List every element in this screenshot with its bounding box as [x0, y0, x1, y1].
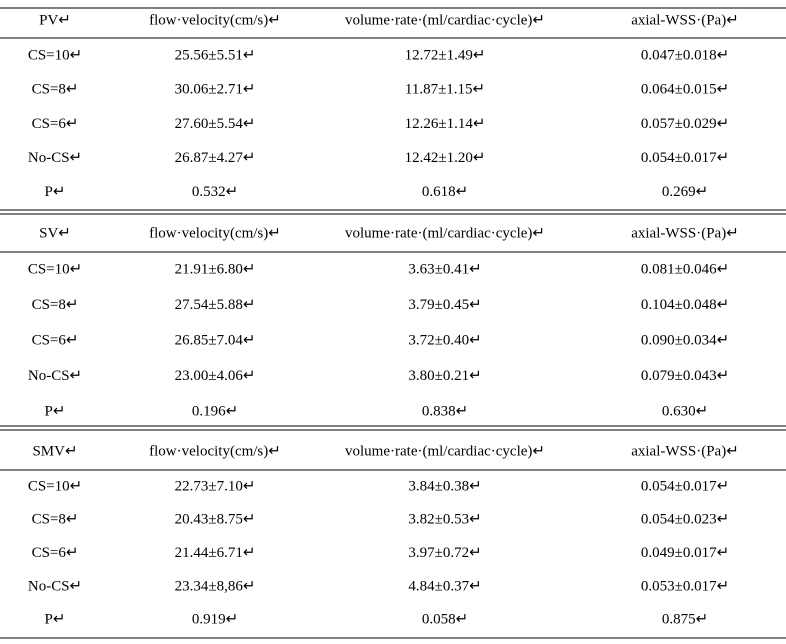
cell: P↵ — [45, 612, 66, 628]
cell: 0.104±0.048↵ — [641, 297, 729, 313]
cell: 4.84±0.37↵ — [408, 578, 481, 594]
cell: CS=8↵ — [32, 512, 79, 528]
cell: 21.91±6.80↵ — [175, 261, 256, 277]
cell: 0.054±0.017↵ — [641, 478, 729, 494]
cell: 3.63±0.41↵ — [408, 261, 481, 277]
cell: 22.73±7.10↵ — [175, 478, 256, 494]
cell: 27.60±5.54↵ — [175, 116, 256, 132]
cell: CS=10↵ — [28, 478, 82, 494]
cell: 3.97±0.72↵ — [408, 545, 481, 561]
cell: 26.85±7.04↵ — [175, 332, 256, 348]
cell: CS=8↵ — [32, 82, 79, 98]
cell: 3.84±0.38↵ — [408, 478, 481, 494]
cell: No-CS↵ — [28, 578, 82, 594]
cell: No-CS↵ — [28, 368, 82, 384]
header-cell: volume·rate·(ml/cardiac·cycle)↵ — [345, 225, 545, 241]
cell: 26.87±4.27↵ — [175, 150, 256, 166]
cell: 3.79±0.45↵ — [408, 297, 481, 313]
cell: 0.049±0.017↵ — [641, 545, 729, 561]
cell: CS=6↵ — [32, 116, 79, 132]
cell: No-CS↵ — [28, 150, 82, 166]
header-cell: axial-WSS·(Pa)↵ — [631, 12, 739, 28]
cell: 21.44±6.71↵ — [175, 545, 256, 561]
cell: 12.26±1.14↵ — [405, 116, 486, 132]
cell: 0.838↵ — [422, 403, 468, 419]
cell: 23.34±8,86↵ — [175, 578, 256, 594]
header-cell: flow·velocity(cm/s)↵ — [149, 225, 281, 241]
cell: 12.72±1.49↵ — [405, 47, 486, 63]
header-cell: PV↵ — [39, 12, 71, 28]
cell: 0.081±0.046↵ — [641, 261, 729, 277]
cell: CS=8↵ — [32, 297, 79, 313]
cell: 0.054±0.017↵ — [641, 150, 729, 166]
header-cell: flow·velocity(cm/s)↵ — [149, 12, 281, 28]
cell: P↵ — [45, 403, 66, 419]
cell: 20.43±8.75↵ — [175, 512, 256, 528]
cell: 23.00±4.06↵ — [175, 368, 256, 384]
cell: 0.618↵ — [422, 184, 468, 200]
cell: 0.053±0.017↵ — [641, 578, 729, 594]
cell: 0.057±0.029↵ — [641, 116, 729, 132]
cell: 0.064±0.015↵ — [641, 82, 729, 98]
header-cell: SMV↵ — [32, 443, 77, 459]
cell: CS=10↵ — [28, 47, 82, 63]
cell: 0.269↵ — [662, 184, 708, 200]
header-cell: axial-WSS·(Pa)↵ — [631, 443, 739, 459]
cell: 0.058↵ — [422, 612, 468, 628]
header-cell: SV↵ — [39, 225, 71, 241]
cell: 0.875↵ — [662, 612, 708, 628]
cell: 0.630↵ — [662, 403, 708, 419]
header-cell: axial-WSS·(Pa)↵ — [631, 225, 739, 241]
cell: P↵ — [45, 184, 66, 200]
cell: 30.06±2.71↵ — [175, 82, 256, 98]
header-cell: flow·velocity(cm/s)↵ — [149, 443, 281, 459]
cell: 0.047±0.018↵ — [641, 47, 729, 63]
cell: 3.72±0.40↵ — [408, 332, 481, 348]
header-cell: volume·rate·(ml/cardiac·cycle)↵ — [345, 443, 545, 459]
cell: CS=10↵ — [28, 261, 82, 277]
header-cell: volume·rate·(ml/cardiac·cycle)↵ — [345, 12, 545, 28]
cell: 11.87±1.15↵ — [405, 82, 485, 98]
cell: 0.919↵ — [192, 612, 238, 628]
cell: 0.079±0.043↵ — [641, 368, 729, 384]
cell: 0.532↵ — [192, 184, 238, 200]
cell: CS=6↵ — [32, 545, 79, 561]
cell: 0.054±0.023↵ — [641, 512, 729, 528]
cell: 27.54±5.88↵ — [175, 297, 256, 313]
cell: 0.196↵ — [192, 403, 238, 419]
cell: 12.42±1.20↵ — [405, 150, 486, 166]
cell: 25.56±5.51↵ — [175, 47, 256, 63]
cell: 3.80±0.21↵ — [408, 368, 481, 384]
cell: 3.82±0.53↵ — [408, 512, 481, 528]
cell: 0.090±0.034↵ — [641, 332, 729, 348]
cell: CS=6↵ — [32, 332, 79, 348]
